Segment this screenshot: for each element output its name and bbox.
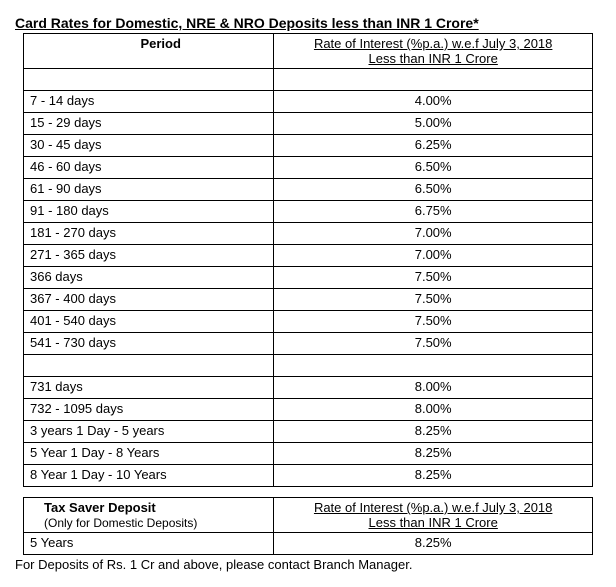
- period-cell: 366 days: [24, 267, 274, 289]
- table-row: 15 - 29 days5.00%: [24, 113, 593, 135]
- table-row: 3 years 1 Day - 5 years8.25%: [24, 421, 593, 443]
- table-row: 8 Year 1 Day - 10 Years8.25%: [24, 465, 593, 487]
- rate-cell: 7.50%: [274, 267, 593, 289]
- table-row: 5 Year 1 Day - 8 Years8.25%: [24, 443, 593, 465]
- period-cell: 541 - 730 days: [24, 333, 274, 355]
- rate-cell: 7.50%: [274, 333, 593, 355]
- tax-header-left: Tax Saver Deposit (Only for Domestic Dep…: [24, 498, 274, 533]
- footnote-text: For Deposits of Rs. 1 Cr and above, plea…: [15, 557, 601, 572]
- table-row: 181 - 270 days7.00%: [24, 223, 593, 245]
- period-cell: [24, 355, 274, 377]
- table-header-row: Period Rate of Interest (%p.a.) w.e.f Ju…: [24, 34, 593, 69]
- header-period: Period: [24, 34, 274, 69]
- tax-header-row: Tax Saver Deposit (Only for Domestic Dep…: [24, 498, 593, 533]
- rate-cell: 6.75%: [274, 201, 593, 223]
- table-row: 46 - 60 days6.50%: [24, 157, 593, 179]
- period-cell: 181 - 270 days: [24, 223, 274, 245]
- table-row: 541 - 730 days7.50%: [24, 333, 593, 355]
- rate-cell: 8.25%: [274, 465, 593, 487]
- rate-cell: 8.00%: [274, 377, 593, 399]
- period-cell: 271 - 365 days: [24, 245, 274, 267]
- period-cell: 5 Years: [24, 533, 274, 555]
- tax-saver-table: Tax Saver Deposit (Only for Domestic Dep…: [23, 497, 593, 555]
- period-cell: 7 - 14 days: [24, 91, 274, 113]
- period-cell: 5 Year 1 Day - 8 Years: [24, 443, 274, 465]
- rate-cell: 7.50%: [274, 289, 593, 311]
- rate-cell: 6.50%: [274, 157, 593, 179]
- period-cell: 46 - 60 days: [24, 157, 274, 179]
- period-cell: 15 - 29 days: [24, 113, 274, 135]
- table-row: [24, 69, 593, 91]
- rate-cell: 7.00%: [274, 223, 593, 245]
- rate-cell: 8.25%: [274, 443, 593, 465]
- table-row: 366 days7.50%: [24, 267, 593, 289]
- main-rates-table: Period Rate of Interest (%p.a.) w.e.f Ju…: [23, 33, 593, 487]
- header-rate: Rate of Interest (%p.a.) w.e.f July 3, 2…: [274, 34, 593, 69]
- table-row: 30 - 45 days6.25%: [24, 135, 593, 157]
- period-cell: 61 - 90 days: [24, 179, 274, 201]
- rate-cell: 7.50%: [274, 311, 593, 333]
- rate-cell: 8.25%: [274, 421, 593, 443]
- period-cell: 401 - 540 days: [24, 311, 274, 333]
- table-row: 731 days8.00%: [24, 377, 593, 399]
- rate-cell: 4.00%: [274, 91, 593, 113]
- period-cell: 367 - 400 days: [24, 289, 274, 311]
- table-row: 401 - 540 days7.50%: [24, 311, 593, 333]
- period-cell: 731 days: [24, 377, 274, 399]
- rate-cell: 6.50%: [274, 179, 593, 201]
- rate-cell: 8.00%: [274, 399, 593, 421]
- rate-cell: 8.25%: [274, 533, 593, 555]
- rate-cell: 6.25%: [274, 135, 593, 157]
- rate-cell: [274, 355, 593, 377]
- table-row: 732 - 1095 days8.00%: [24, 399, 593, 421]
- table-row: 7 - 14 days4.00%: [24, 91, 593, 113]
- rate-cell: 5.00%: [274, 113, 593, 135]
- page-title: Card Rates for Domestic, NRE & NRO Depos…: [15, 15, 601, 31]
- period-cell: 8 Year 1 Day - 10 Years: [24, 465, 274, 487]
- period-cell: 3 years 1 Day - 5 years: [24, 421, 274, 443]
- period-cell: [24, 69, 274, 91]
- table-row: 5 Years8.25%: [24, 533, 593, 555]
- table-row: 61 - 90 days6.50%: [24, 179, 593, 201]
- table-row: [24, 355, 593, 377]
- table-row: 367 - 400 days7.50%: [24, 289, 593, 311]
- period-cell: 91 - 180 days: [24, 201, 274, 223]
- period-cell: 732 - 1095 days: [24, 399, 274, 421]
- period-cell: 30 - 45 days: [24, 135, 274, 157]
- rate-cell: 7.00%: [274, 245, 593, 267]
- tax-header-rate: Rate of Interest (%p.a.) w.e.f July 3, 2…: [274, 498, 593, 533]
- table-row: 271 - 365 days7.00%: [24, 245, 593, 267]
- rate-cell: [274, 69, 593, 91]
- table-row: 91 - 180 days6.75%: [24, 201, 593, 223]
